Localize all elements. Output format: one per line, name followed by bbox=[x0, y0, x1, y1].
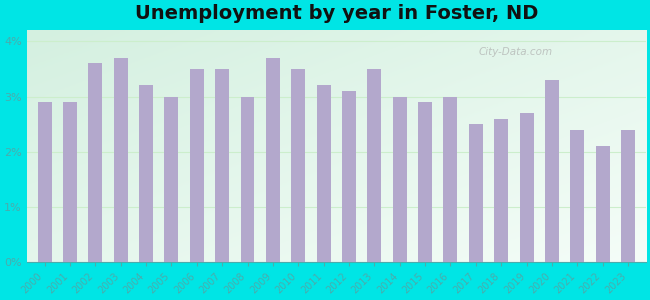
Bar bbox=[139, 85, 153, 262]
Bar bbox=[114, 58, 127, 262]
Title: Unemployment by year in Foster, ND: Unemployment by year in Foster, ND bbox=[135, 4, 538, 23]
Bar bbox=[63, 102, 77, 262]
Bar bbox=[266, 58, 280, 262]
Bar bbox=[469, 124, 483, 262]
Bar bbox=[545, 80, 559, 262]
Bar bbox=[291, 69, 305, 262]
Bar bbox=[317, 85, 331, 262]
Bar bbox=[215, 69, 229, 262]
Bar bbox=[519, 113, 534, 262]
Bar bbox=[88, 63, 102, 262]
Bar bbox=[494, 118, 508, 262]
Bar bbox=[596, 146, 610, 262]
Bar bbox=[443, 97, 458, 262]
Bar bbox=[38, 102, 51, 262]
Bar bbox=[342, 91, 356, 262]
Bar bbox=[621, 130, 635, 262]
Bar bbox=[393, 97, 407, 262]
Bar bbox=[190, 69, 203, 262]
Bar bbox=[367, 69, 382, 262]
Text: City-Data.com: City-Data.com bbox=[478, 46, 552, 56]
Bar bbox=[570, 130, 584, 262]
Bar bbox=[240, 97, 255, 262]
Bar bbox=[164, 97, 178, 262]
Bar bbox=[418, 102, 432, 262]
